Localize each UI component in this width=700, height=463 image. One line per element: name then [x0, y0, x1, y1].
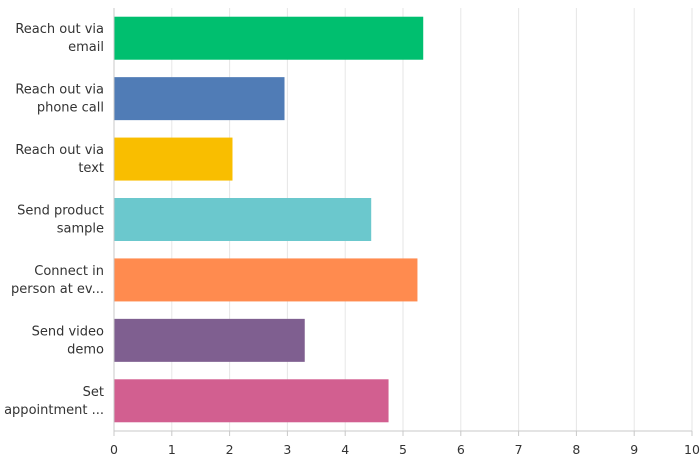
- category-label-line: Send product: [17, 204, 104, 219]
- x-tick-label: 4: [341, 442, 349, 457]
- category-label: Send product sample: [17, 204, 104, 237]
- x-tick-label: 5: [399, 442, 407, 457]
- category-label-layer: Reach out via email Reach out via phone cal…: [4, 22, 104, 418]
- category-label-line: Reach out via: [15, 83, 104, 98]
- category-label-line: person at ev...: [11, 282, 104, 297]
- bar: [114, 16, 424, 60]
- x-tick-label: 2: [226, 442, 234, 457]
- bar: [114, 137, 233, 181]
- category-label-line: email: [68, 40, 104, 55]
- category-label-line: Send video: [32, 324, 104, 339]
- category-label-line: Connect in: [34, 264, 104, 279]
- category-label: Set appointment ...: [4, 385, 104, 418]
- category-label: Reach out via phone call: [15, 83, 104, 116]
- x-tick-label: 6: [457, 442, 465, 457]
- category-label-line: sample: [57, 222, 104, 237]
- category-label-line: phone call: [37, 101, 104, 116]
- category-label: Reach out via text: [15, 143, 104, 176]
- category-label-line: text: [78, 161, 104, 176]
- bar: [114, 258, 418, 302]
- category-label-line: Reach out via: [15, 143, 104, 158]
- x-tick-label: 3: [283, 442, 291, 457]
- category-label-line: Reach out via: [15, 22, 104, 37]
- category-label-line: demo: [67, 342, 104, 357]
- bar: [114, 77, 285, 121]
- category-label: Connect in person at ev...: [11, 264, 104, 297]
- bar: [114, 318, 305, 362]
- bar: [114, 198, 372, 241]
- x-tick-label: 7: [515, 442, 523, 457]
- x-tick-label: 1: [168, 442, 176, 457]
- x-tick-label: 0: [110, 442, 118, 457]
- category-label: Reach out via email: [15, 22, 104, 55]
- category-label-line: Set: [83, 385, 104, 400]
- category-label-line: appointment ...: [4, 403, 104, 418]
- category-label: Send video demo: [32, 324, 104, 357]
- x-tick-label: 10: [684, 442, 700, 457]
- bar: [114, 379, 389, 423]
- x-tick-label: 8: [572, 442, 580, 457]
- x-axis: 0 1 2 3 4 5 6 7 8 9 10: [110, 8, 700, 457]
- bar-layer: [114, 16, 424, 423]
- x-tick-label: 9: [630, 442, 638, 457]
